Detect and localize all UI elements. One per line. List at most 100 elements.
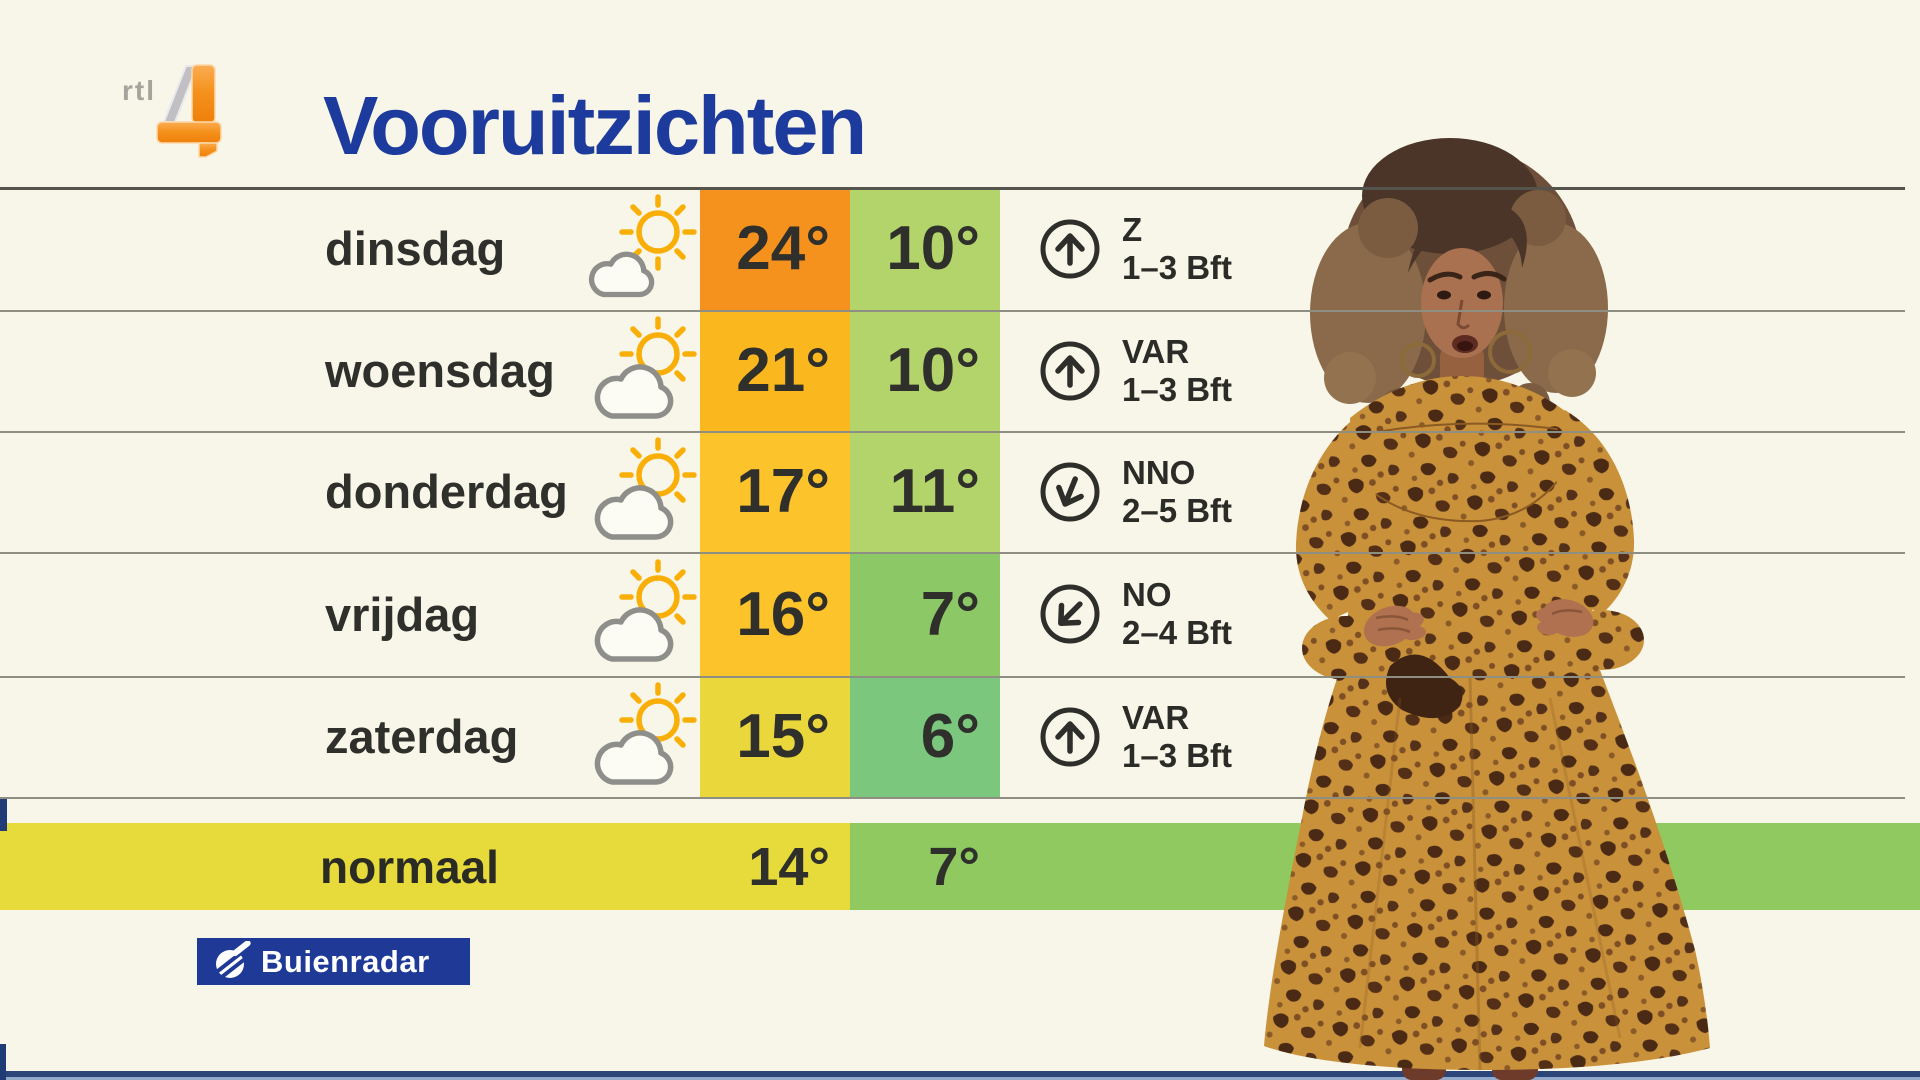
eyebrow: [1471, 271, 1507, 282]
wind-direction-label: VAR: [1122, 698, 1190, 736]
row-separator: [0, 676, 1905, 678]
cloud-icon: [594, 363, 674, 419]
channel-4-glyph: [156, 64, 222, 158]
max-temp-cell: 21°: [700, 310, 850, 431]
wind-text: NO 2–4 Bft: [1122, 576, 1232, 652]
min-temp-cell: 10°: [850, 310, 1000, 431]
max-temp-value: 21°: [736, 336, 830, 405]
wind-direction-icon: [1040, 341, 1100, 400]
table-row: vrijdag 16° 7°: [0, 552, 1920, 676]
earring-hoop: [1400, 342, 1436, 378]
max-temp-value: 24°: [736, 214, 830, 283]
hands: [1363, 599, 1594, 647]
rtl-letters: rtl: [122, 75, 156, 106]
max-temp-cell: 16°: [700, 552, 850, 676]
section-tick: [0, 1044, 6, 1080]
earring-hoop: [1488, 330, 1532, 374]
max-temp-cell: 17°: [700, 431, 850, 552]
wind-direction-label: Z: [1122, 210, 1143, 248]
min-temp-value: 10°: [886, 336, 980, 405]
wind-text: Z 1–3 Bft: [1122, 211, 1232, 287]
min-temp-cell: 6°: [850, 676, 1000, 797]
wind-speed-label: 2–4 Bft: [1122, 614, 1233, 651]
weather-icon: [594, 559, 697, 662]
radar-ball-icon: [214, 940, 251, 981]
wind-text: VAR 1–3 Bft: [1122, 699, 1232, 775]
wind-direction-icon: [1040, 584, 1100, 644]
max-temp-cell: 15°: [700, 676, 850, 797]
buienradar-logo: Buienradar: [197, 938, 470, 985]
eye: [1437, 290, 1451, 300]
table-top-line: [0, 187, 1905, 190]
max-temp-cell: 24°: [700, 187, 850, 310]
row-separator: [0, 797, 1905, 799]
cloud-icon: [594, 607, 674, 662]
hair: [1310, 138, 1608, 428]
wind-arrow-icon: [1056, 475, 1084, 507]
weather-icon: [594, 315, 697, 419]
sun-icon: [619, 193, 697, 271]
day-label: dinsdag: [325, 222, 506, 275]
wind-text: NNO 2–5 Bft: [1122, 454, 1232, 530]
cloud-icon: [594, 729, 674, 785]
wind-arrow-icon: [1058, 601, 1083, 626]
table-row: woensdag 21° 10°: [0, 310, 1920, 431]
nose: [1456, 299, 1471, 330]
normal-band-yellow: normaal 14°: [0, 823, 850, 910]
face: [1421, 248, 1507, 358]
wind-arrow-icon: [1055, 720, 1085, 754]
cloud-icon: [594, 484, 674, 540]
row-separator: [0, 310, 1905, 312]
day-label: donderdag: [325, 465, 568, 518]
eye: [1477, 290, 1491, 300]
min-temp-value: 10°: [886, 214, 980, 283]
wind-speed-label: 1–3 Bft: [1122, 248, 1233, 286]
min-temp-value: 7°: [920, 579, 980, 649]
weather-icon: [594, 436, 697, 540]
presenter-illustration: [1264, 138, 1710, 1080]
wind-arrow-icon: [1055, 232, 1085, 266]
wind-arrow-icon: [1055, 354, 1085, 388]
normal-label: normaal: [320, 840, 499, 893]
wind-direction-icon: [1040, 462, 1100, 521]
eyebrow: [1427, 271, 1463, 283]
normal-min-value: 7°: [928, 836, 980, 897]
bottom-border-line: [0, 1071, 1920, 1077]
small-cloud-icon: [588, 251, 655, 297]
wind-direction-icon: [1040, 219, 1100, 278]
max-temp-value: 17°: [736, 457, 830, 526]
skirt: [1264, 670, 1710, 1070]
wind-direction-label: NNO: [1122, 453, 1196, 491]
buienradar-label: Buienradar: [261, 943, 430, 979]
wind-speed-label: 2–5 Bft: [1122, 491, 1233, 529]
day-label: woensdag: [325, 344, 555, 397]
leopard-dress: [1264, 376, 1710, 1071]
wind-direction-label: NO: [1122, 576, 1172, 613]
weather-icon: [588, 193, 697, 297]
table-row: zaterdag 15° 6°: [0, 676, 1920, 797]
page-title: Vooruitzichten: [323, 79, 867, 172]
wind-speed-label: 1–3 Bft: [1122, 370, 1233, 408]
day-label: vrijdag: [325, 587, 480, 641]
wind-direction-label: VAR: [1122, 332, 1190, 370]
max-temp-value: 16°: [736, 579, 830, 649]
day-label: zaterdag: [325, 710, 519, 763]
row-separator: [0, 431, 1905, 433]
sleeve: [1555, 410, 1635, 614]
min-temp-cell: 11°: [850, 431, 1000, 552]
normal-max-value: 14°: [748, 836, 830, 897]
ruffle-collar: [1351, 422, 1574, 523]
weather-icon: [594, 681, 697, 785]
rtl4-logo: rtl: [122, 64, 222, 158]
wind-direction-icon: [1040, 707, 1100, 766]
min-temp-cell: 7°: [850, 552, 1000, 676]
waist-ruffle: [1386, 654, 1463, 719]
max-temp-value: 15°: [736, 702, 830, 771]
section-tick: [0, 797, 7, 831]
row-separator: [0, 552, 1905, 554]
sleeve: [1295, 410, 1379, 620]
wind-speed-label: 1–3 Bft: [1122, 736, 1233, 774]
min-temp-value: 6°: [920, 702, 980, 771]
min-temp-value: 11°: [889, 457, 980, 526]
